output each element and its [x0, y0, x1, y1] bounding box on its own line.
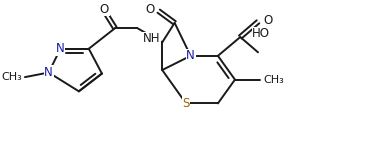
Text: O: O	[100, 3, 109, 16]
Text: O: O	[145, 3, 154, 16]
Text: S: S	[182, 97, 190, 110]
Text: O: O	[263, 13, 273, 27]
Text: N: N	[45, 66, 53, 79]
Text: CH₃: CH₃	[1, 72, 22, 82]
Text: N: N	[186, 49, 195, 62]
Text: N: N	[56, 42, 65, 55]
Text: HO: HO	[252, 27, 270, 40]
Text: NH: NH	[143, 32, 160, 45]
Text: CH₃: CH₃	[263, 75, 284, 85]
